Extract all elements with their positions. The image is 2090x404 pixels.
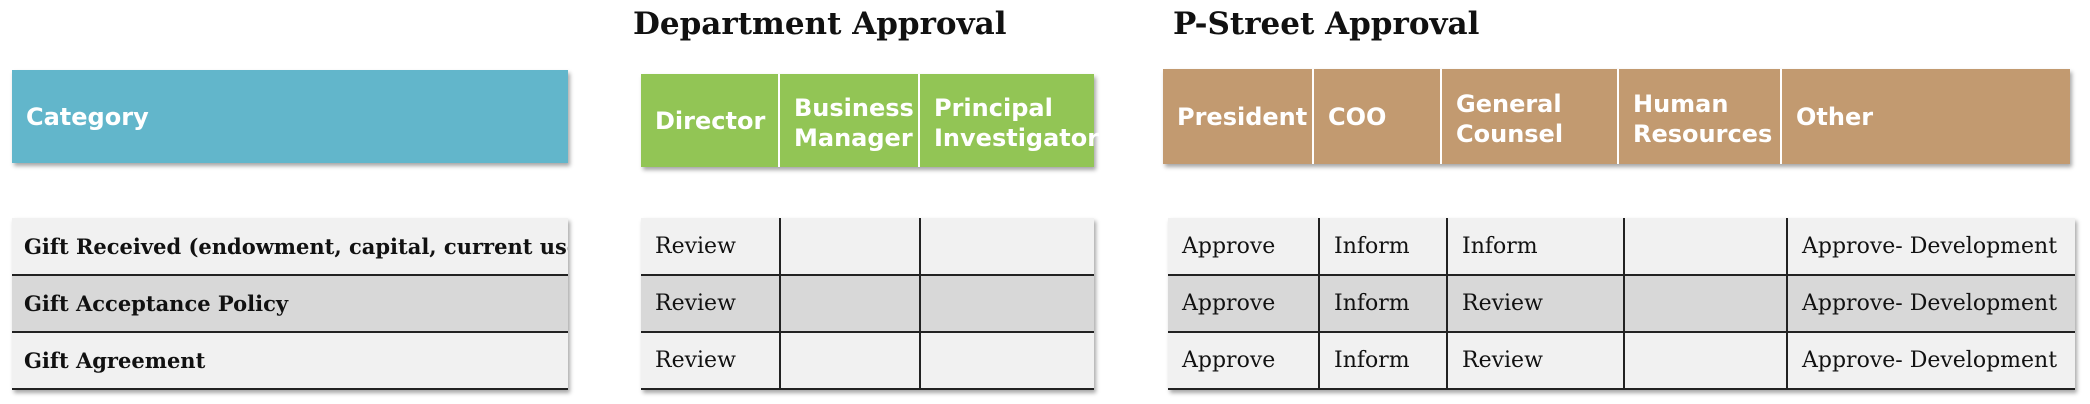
human-resources-cell <box>1623 332 1787 389</box>
table-row: Approve Inform Inform Approve- Developme… <box>1168 218 2075 275</box>
header-business-manager-label: Business Manager <box>794 93 914 152</box>
header-general-counsel-label: General Counsel <box>1456 89 1564 148</box>
principal-investigator-cell <box>919 275 1094 332</box>
department-table: Review Review Review <box>641 218 1094 390</box>
general-counsel-cell: Review <box>1446 275 1624 332</box>
table-row: Gift Agreement <box>12 332 568 389</box>
header-coo-label: COO <box>1328 102 1387 131</box>
header-business-manager: Business Manager <box>780 74 920 167</box>
business-manager-cell <box>779 218 920 275</box>
category-table: Gift Received (endowment, capital, curre… <box>12 218 568 390</box>
table-row: Approve Inform Review Approve- Developme… <box>1168 332 2075 389</box>
header-director: Director <box>641 74 780 167</box>
department-approval-title: Department Approval <box>633 6 1007 42</box>
header-director-label: Director <box>655 106 766 135</box>
header-other-label: Other <box>1796 102 1874 131</box>
category-header-label: Category <box>26 102 149 131</box>
business-manager-cell <box>779 332 920 389</box>
president-cell: Approve <box>1168 275 1319 332</box>
president-cell: Approve <box>1168 332 1319 389</box>
department-header: Director Business Manager Principal Inve… <box>641 74 1100 167</box>
header-principal-investigator: Principal Investigator <box>920 74 1100 167</box>
coo-cell: Inform <box>1318 332 1447 389</box>
human-resources-cell <box>1623 275 1787 332</box>
table-row: Gift Acceptance Policy <box>12 275 568 332</box>
human-resources-cell <box>1623 218 1787 275</box>
pstreet-header: President COO General Counsel Human Reso… <box>1163 69 2070 164</box>
table-row: Review <box>641 332 1094 389</box>
header-principal-investigator-label: Principal Investigator <box>934 93 1100 152</box>
director-cell: Review <box>641 275 780 332</box>
header-president: President <box>1163 69 1314 164</box>
header-president-label: President <box>1177 102 1308 131</box>
general-counsel-cell: Review <box>1446 332 1624 389</box>
header-human-resources-label: Human Resources <box>1633 89 1773 148</box>
pstreet-approval-title: P-Street Approval <box>1173 6 1480 42</box>
principal-investigator-cell <box>919 332 1094 389</box>
coo-cell: Inform <box>1318 218 1447 275</box>
table-row: Gift Received (endowment, capital, curre… <box>12 218 568 275</box>
header-human-resources: Human Resources <box>1619 69 1782 164</box>
coo-cell: Inform <box>1318 275 1447 332</box>
category-cell: Gift Received (endowment, capital, curre… <box>12 218 568 275</box>
other-cell: Approve- Development <box>1786 332 2075 389</box>
principal-investigator-cell <box>919 218 1094 275</box>
director-cell: Review <box>641 332 780 389</box>
table-row: Review <box>641 275 1094 332</box>
header-other: Other <box>1782 69 2070 164</box>
table-row: Review <box>641 218 1094 275</box>
pstreet-table: Approve Inform Inform Approve- Developme… <box>1168 218 2075 390</box>
other-cell: Approve- Development <box>1786 218 2075 275</box>
header-general-counsel: General Counsel <box>1442 69 1619 164</box>
director-cell: Review <box>641 218 780 275</box>
category-cell: Gift Agreement <box>12 332 568 389</box>
category-header-cell: Category <box>12 70 568 163</box>
header-coo: COO <box>1314 69 1442 164</box>
business-manager-cell <box>779 275 920 332</box>
president-cell: Approve <box>1168 218 1319 275</box>
table-row: Approve Inform Review Approve- Developme… <box>1168 275 2075 332</box>
other-cell: Approve- Development <box>1786 275 2075 332</box>
category-header: Category <box>12 70 568 163</box>
general-counsel-cell: Inform <box>1446 218 1624 275</box>
category-cell: Gift Acceptance Policy <box>12 275 568 332</box>
